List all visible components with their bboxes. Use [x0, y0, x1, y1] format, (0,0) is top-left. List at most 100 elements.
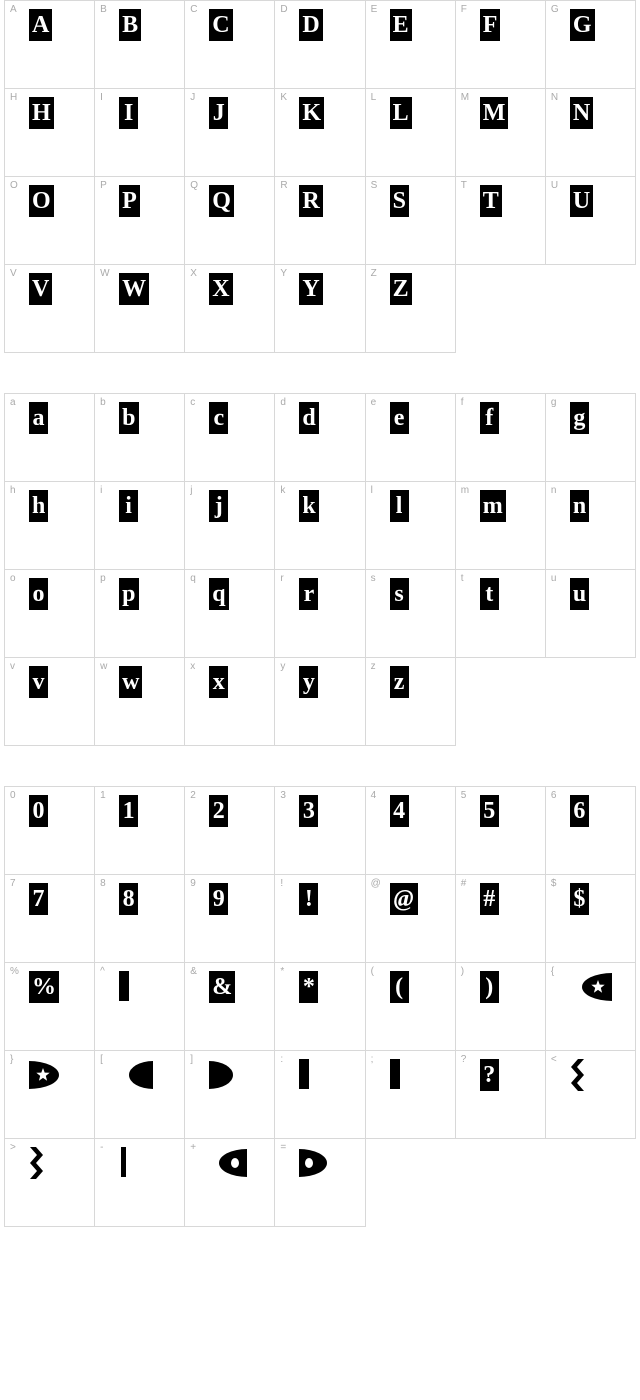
glyph-shape-bar: [388, 1059, 436, 1093]
glyph-cell: ff: [456, 394, 546, 482]
glyph-cell: vv: [5, 658, 95, 746]
glyph: $: [570, 883, 589, 915]
cell-label: K: [280, 92, 287, 103]
glyph-cell: PP: [95, 177, 185, 265]
glyph: (: [390, 971, 409, 1003]
cell-label: r: [280, 573, 283, 584]
glyph-cell: hh: [5, 482, 95, 570]
glyph: ): [480, 971, 499, 1003]
glyph-cell: )): [456, 963, 546, 1051]
cell-label: g: [551, 397, 557, 408]
cell-label: w: [100, 661, 107, 672]
cell-label: k: [280, 485, 285, 496]
cell-label: m: [461, 485, 469, 496]
cell-label: O: [10, 180, 18, 191]
glyph-cell: HH: [5, 89, 95, 177]
cell-label: q: [190, 573, 196, 584]
cell-label: U: [551, 180, 558, 191]
cell-label: ;: [371, 1054, 374, 1065]
cell-label: #: [461, 878, 467, 889]
glyph-cell: ((: [366, 963, 456, 1051]
cell-label: -: [100, 1142, 103, 1153]
glyph-cell: ZZ: [366, 265, 456, 353]
glyph-shape-bar: [297, 1059, 345, 1093]
glyph-grid: aabbccddeeffgghhiijjkkllmmnnooppqqrrsstt…: [5, 394, 636, 746]
glyph-cell: ww: [95, 658, 185, 746]
cell-label: ?: [461, 1054, 467, 1065]
glyph-cell: >: [5, 1139, 95, 1227]
glyph-cell: ss: [366, 570, 456, 658]
cell-label: @: [371, 878, 381, 889]
glyph-cell: FF: [456, 1, 546, 89]
glyph-cell: kk: [275, 482, 365, 570]
glyph-cell: AA: [5, 1, 95, 89]
glyph: e: [390, 402, 409, 434]
glyph: k: [299, 490, 318, 522]
glyph-cell: nn: [546, 482, 636, 570]
empty-cell: [546, 1139, 636, 1227]
cell-label: 2: [190, 790, 196, 801]
glyph: %: [29, 971, 59, 1003]
cell-label: &: [190, 966, 197, 977]
glyph: D: [299, 9, 322, 41]
glyph-cell: GG: [546, 1, 636, 89]
glyph-cell: ??: [456, 1051, 546, 1139]
cell-label: >: [10, 1142, 16, 1153]
glyph-cell: JJ: [185, 89, 275, 177]
glyph-cell: cc: [185, 394, 275, 482]
glyph: Q: [209, 185, 234, 217]
glyph-cell: WW: [95, 265, 185, 353]
glyph: #: [480, 883, 499, 915]
glyph-cell: 22: [185, 787, 275, 875]
glyph-shape-half-ellipse-left: [117, 1059, 165, 1093]
cell-label: z: [371, 661, 376, 672]
glyph-shape-ellipse-left-dot: [207, 1147, 255, 1181]
glyph-cell: zz: [366, 658, 456, 746]
glyph-cell: SS: [366, 177, 456, 265]
glyph-cell: qq: [185, 570, 275, 658]
glyph: T: [480, 185, 502, 217]
glyph-cell: ee: [366, 394, 456, 482]
glyph-cell: 99: [185, 875, 275, 963]
glyph-cell: ii: [95, 482, 185, 570]
cell-label: I: [100, 92, 103, 103]
cell-label: %: [10, 966, 19, 977]
cell-label: u: [551, 573, 557, 584]
glyph: H: [29, 97, 54, 129]
glyph-cell: mm: [456, 482, 546, 570]
glyph-cell: yy: [275, 658, 365, 746]
glyph: N: [570, 97, 593, 129]
cell-label: 6: [551, 790, 557, 801]
cell-label: C: [190, 4, 197, 15]
empty-cell: [456, 265, 546, 353]
cell-label: P: [100, 180, 107, 191]
glyph: G: [570, 9, 595, 41]
cell-label: =: [280, 1142, 286, 1153]
glyph-cell: QQ: [185, 177, 275, 265]
empty-cell: [546, 658, 636, 746]
glyph-section-uppercase: AABBCCDDEEFFGGHHIIJJKKLLMMNNOOPPQQRRSSTT…: [4, 0, 636, 353]
glyph: p: [119, 578, 138, 610]
cell-label: i: [100, 485, 102, 496]
glyph: f: [480, 402, 499, 434]
glyph-cell: DD: [275, 1, 365, 89]
cell-label: $: [551, 878, 557, 889]
cell-label: ): [461, 966, 464, 977]
cell-label: N: [551, 92, 558, 103]
glyph: 4: [390, 795, 409, 827]
glyph: K: [299, 97, 324, 129]
cell-label: l: [371, 485, 373, 496]
glyph: A: [29, 9, 52, 41]
glyph: 2: [209, 795, 228, 827]
cell-label: <: [551, 1054, 557, 1065]
glyph-cell: **: [275, 963, 365, 1051]
glyph-cell: %%: [5, 963, 95, 1051]
glyph-cell: -: [95, 1139, 185, 1227]
glyph-shape-zigzag-right: [27, 1147, 75, 1181]
glyph-section-symbols: 00112233445566778899!!@@##$$%%^&&**(()){…: [4, 786, 636, 1227]
empty-cell: [456, 658, 546, 746]
cell-label: X: [190, 268, 197, 279]
glyph-cell: oo: [5, 570, 95, 658]
glyph-cell: +: [185, 1139, 275, 1227]
glyph-cell: TT: [456, 177, 546, 265]
